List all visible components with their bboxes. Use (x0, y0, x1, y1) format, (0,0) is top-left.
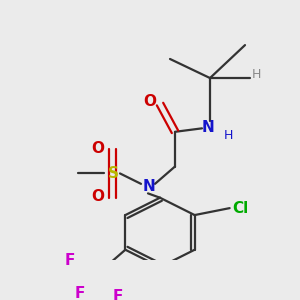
Text: Cl: Cl (232, 201, 249, 216)
Text: N: N (142, 179, 155, 194)
Text: N: N (202, 120, 214, 135)
Text: H: H (224, 129, 233, 142)
Text: O: O (92, 141, 104, 156)
Text: S: S (107, 166, 118, 181)
Text: O: O (92, 189, 104, 204)
Text: H: H (252, 68, 261, 81)
Text: F: F (112, 289, 122, 300)
Text: F: F (64, 253, 74, 268)
Text: F: F (74, 286, 85, 300)
Text: O: O (143, 94, 157, 109)
